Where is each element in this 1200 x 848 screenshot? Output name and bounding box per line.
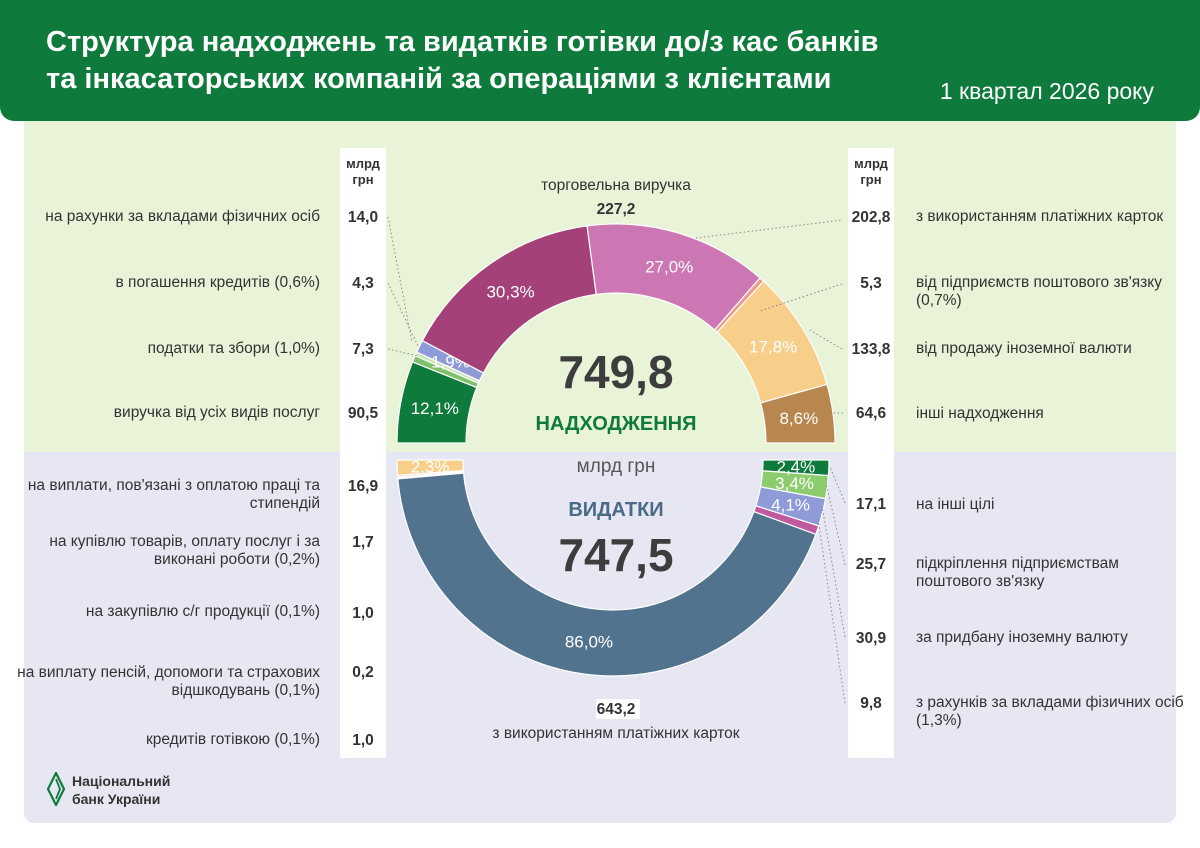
value-out-right-1: 25,7 <box>855 556 887 573</box>
inflow-pct-label-5: 27,0% <box>645 257 693 276</box>
nbu-logo-text: Національний банк України <box>72 772 170 808</box>
label-out-right-3: з рахунків за вкладами фізичних осіб (1,… <box>916 694 1184 729</box>
label-in-left-0: на рахунки за вкладами фізичних осіб <box>45 208 320 225</box>
label-out-right-0: на інші цілі <box>916 496 995 513</box>
outflow-slice-5 <box>397 472 817 677</box>
value-in-left-2: 7,3 <box>352 341 374 358</box>
label-out-left-2: на закупівлю с/г продукції (0,1%) <box>85 603 320 620</box>
outflow-pct-label-9: 2,4% <box>777 458 816 477</box>
inflows-title: НАДХОДЖЕННЯ <box>536 413 697 435</box>
leader-line-1 <box>387 282 419 347</box>
value-out-bottom-box <box>596 699 640 719</box>
unit-header-line2: грн <box>352 172 374 187</box>
leader-line-10 <box>817 517 846 704</box>
value-out-right-2: 30,9 <box>855 630 887 647</box>
label-out-left-1: на купівлю товарів, оплату послуг і за в… <box>49 533 320 568</box>
title-line-2: та інкасаторських компаній за операціями… <box>46 63 832 95</box>
logo-line-1: Національний <box>72 773 171 789</box>
outflows-total: 747,5 <box>558 529 673 581</box>
inflow-pct-label-7: 17,8% <box>749 337 797 356</box>
value-out-left-0: 16,9 <box>347 478 379 495</box>
outflow-pct-label-7: 4,1% <box>771 495 810 514</box>
value-out-left-3: 0,2 <box>352 664 374 681</box>
label-in-right-0: з використанням платіжних карток <box>916 208 1164 225</box>
leader-line-3 <box>695 219 843 239</box>
value-in-left-1: 4,3 <box>352 275 374 292</box>
value-in-right-0: 202,8 <box>851 209 891 226</box>
value-in-right-3: 64,6 <box>855 405 887 422</box>
header-banner <box>0 0 1200 121</box>
leader-line-5 <box>809 329 843 350</box>
unit-header-line2: грн <box>860 172 882 187</box>
value-in-top: 227,2 <box>597 201 636 218</box>
outflow-slice-9 <box>761 459 830 477</box>
unit-header-line1: млрд <box>854 156 888 171</box>
outflows-title: ВИДАТКИ <box>568 499 663 521</box>
left-unit-header: млрд грн <box>340 156 386 188</box>
logo-line-2: банк України <box>72 791 161 807</box>
leader-line-7 <box>829 466 846 504</box>
inflow-slice-8 <box>759 383 836 444</box>
outflow-pct-label-8: 3,4% <box>775 474 814 493</box>
label-out-bottom: з використанням платіжних карток <box>492 725 739 742</box>
label-in-left-3: виручка від усіх видів послуг <box>113 404 320 421</box>
unit-header-line1: млрд <box>346 156 380 171</box>
page-title: Структура надходжень та видатків готівки… <box>46 24 926 98</box>
label-in-top: торговельна виручка <box>541 177 691 194</box>
label-out-left-0: на виплати, пов'язані з оплатою праці та… <box>27 477 320 512</box>
label-in-right-3: інші надходження <box>916 405 1044 422</box>
outflows-unit: млрд грн <box>577 456 656 477</box>
value-in-right-1: 5,3 <box>860 275 882 292</box>
label-in-right-2: від продажу іноземної валюти <box>916 340 1132 357</box>
leader-line-0 <box>387 216 413 343</box>
inflows-total: 749,8 <box>558 346 673 398</box>
label-in-right-1: від підприємств поштового зв'язку (0,7%) <box>916 274 1162 309</box>
inflow-pct-label-4: 30,3% <box>486 283 534 302</box>
value-out-bottom: 643,2 <box>597 701 636 718</box>
right-unit-header: млрд грн <box>848 156 894 188</box>
label-in-left-1: в погашення кредитів (0,6%) <box>115 274 320 291</box>
left-value-column <box>340 148 386 758</box>
value-in-right-2: 133,8 <box>851 341 891 358</box>
inflow-pct-label-8: 8,6% <box>779 409 818 428</box>
value-out-left-4: 1,0 <box>352 732 374 749</box>
outflow-pct-label-5: 86,0% <box>565 632 613 651</box>
right-value-column <box>848 148 894 758</box>
label-in-left-2: податки та збори (1,0%) <box>147 340 320 357</box>
nbu-logo-icon <box>46 770 66 811</box>
value-out-left-2: 1,0 <box>352 605 374 622</box>
label-out-right-1: підкріплення підприємствам поштового зв'… <box>916 555 1119 590</box>
inflow-pct-label-0: 12,1% <box>411 399 459 418</box>
label-out-right-2: за придбану іноземну валюту <box>916 629 1128 646</box>
label-out-left-3: на виплату пенсій, допомоги та страхових… <box>17 664 320 699</box>
leader-line-2 <box>387 348 419 357</box>
period-label: 1 квартал 2026 року <box>939 78 1154 104</box>
value-out-right-0: 17,1 <box>855 496 887 513</box>
label-out-left-4: кредитів готівкою (0,1%) <box>146 731 320 748</box>
title-line-1: Структура надходжень та видатків готівки… <box>46 26 879 58</box>
value-out-left-1: 1,7 <box>352 534 374 551</box>
value-in-left-0: 14,0 <box>347 209 379 226</box>
value-out-right-3: 9,8 <box>860 695 882 712</box>
value-in-left-3: 90,5 <box>347 405 379 422</box>
